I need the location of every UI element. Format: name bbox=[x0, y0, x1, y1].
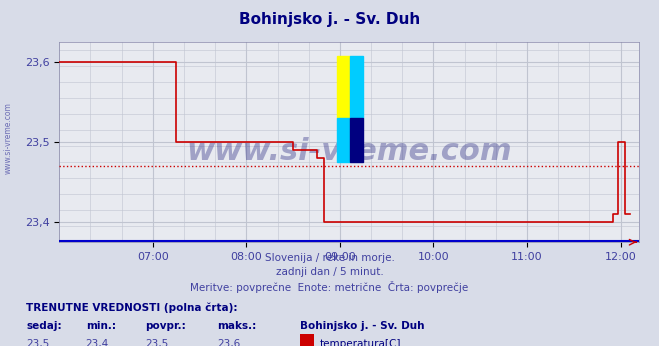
Text: temperatura[C]: temperatura[C] bbox=[320, 339, 401, 346]
Text: maks.:: maks.: bbox=[217, 321, 257, 331]
Text: sedaj:: sedaj: bbox=[26, 321, 62, 331]
Text: 23,6: 23,6 bbox=[217, 339, 241, 346]
Bar bbox=[350, 56, 363, 118]
Text: Slovenija / reke in morje.: Slovenija / reke in morje. bbox=[264, 253, 395, 263]
Text: 23,4: 23,4 bbox=[86, 339, 109, 346]
Text: min.:: min.: bbox=[86, 321, 116, 331]
Bar bbox=[337, 118, 350, 162]
Text: www.si-vreme.com: www.si-vreme.com bbox=[3, 102, 13, 174]
Text: Bohinjsko j. - Sv. Duh: Bohinjsko j. - Sv. Duh bbox=[300, 321, 424, 331]
Text: www.si-vreme.com: www.si-vreme.com bbox=[186, 137, 512, 166]
Bar bbox=[350, 118, 363, 162]
Text: zadnji dan / 5 minut.: zadnji dan / 5 minut. bbox=[275, 267, 384, 277]
Text: 23,5: 23,5 bbox=[145, 339, 168, 346]
Text: povpr.:: povpr.: bbox=[145, 321, 186, 331]
Text: TRENUTNE VREDNOSTI (polna črta):: TRENUTNE VREDNOSTI (polna črta): bbox=[26, 303, 238, 313]
Text: Meritve: povprečne  Enote: metrične  Črta: povprečje: Meritve: povprečne Enote: metrične Črta:… bbox=[190, 281, 469, 293]
Text: 23,5: 23,5 bbox=[26, 339, 49, 346]
Bar bbox=[337, 56, 350, 118]
Text: Bohinjsko j. - Sv. Duh: Bohinjsko j. - Sv. Duh bbox=[239, 12, 420, 27]
